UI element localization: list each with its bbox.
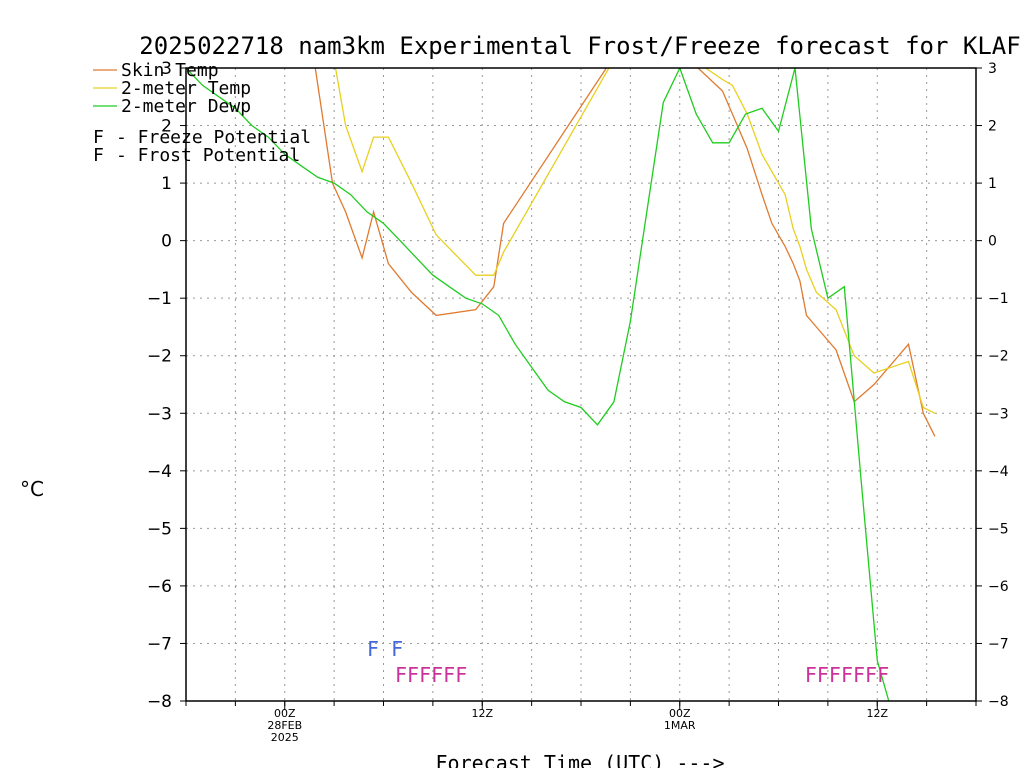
- y-tick-label-right: 3: [988, 61, 997, 77]
- y-tick-label-left: −7: [147, 634, 172, 654]
- y-tick-label-right: 2: [988, 119, 997, 135]
- potential-letter: F: [93, 145, 104, 166]
- freeze-flag-text: FFFFFF: [395, 663, 467, 687]
- y-tick-label-left: −8: [147, 692, 172, 712]
- series-line-2-meter-temp: [334, 68, 936, 414]
- x-tick-label: 12Z: [471, 707, 493, 720]
- potential-label: - Frost Potential: [116, 145, 300, 166]
- y-tick-label-right: −1: [988, 291, 1009, 307]
- series-line-skin-temp: [314, 68, 936, 437]
- legend-label: Skin Temp: [121, 60, 219, 81]
- y-axis-label: °C: [20, 477, 44, 501]
- gridlines: [186, 68, 976, 701]
- y-tick-label-left: −2: [147, 347, 172, 367]
- y-tick-label-left: −6: [147, 577, 172, 597]
- x-tick-label: 00Z: [274, 707, 296, 720]
- y-tick-label-right: −4: [988, 464, 1009, 480]
- y-tick-label-left: 0: [161, 232, 172, 252]
- x-axis-label: Forecast Time (UTC) --->: [436, 751, 725, 768]
- chart-title: 2025022718 nam3km Experimental Frost/Fre…: [139, 32, 1020, 60]
- x-tick-label: 1MAR: [664, 719, 696, 732]
- y-tick-label-left: −3: [147, 404, 172, 424]
- y-tick-label-right: −7: [988, 636, 1009, 652]
- y-tick-label-right: −5: [988, 521, 1009, 537]
- y-tick-label-right: 0: [988, 234, 997, 250]
- y-tick-label-right: −6: [988, 579, 1009, 595]
- y-tick-label-right: −2: [988, 349, 1009, 365]
- x-tick-label: 12Z: [866, 707, 888, 720]
- potential-flags: F FFFFFFFFFFFFFFFFFFFFFFF: [367, 637, 889, 687]
- y-tick-label-left: −1: [147, 289, 172, 309]
- y-tick-label-left: 2: [161, 117, 172, 137]
- x-tick-label: 2025: [271, 731, 299, 744]
- y-tick-label-right: 1: [988, 176, 997, 192]
- y-tick-label-left: −4: [147, 462, 172, 482]
- series-line-2-meter-dewp: [186, 68, 890, 701]
- y-tick-label-right: −8: [988, 694, 1009, 710]
- series-lines: [186, 68, 936, 701]
- y-tick-label-left: −5: [147, 519, 172, 539]
- y-tick-label-right: −3: [988, 406, 1009, 422]
- axis-ticks: −8 −8 −7 −7 −6 −6 −5 −5 −4 −4 −3 −3 −2 −2 −1 −1 0 0 1 1 2 2 3 3…: [147, 59, 1009, 744]
- freeze-flag-text: FFFFFFF: [805, 663, 889, 687]
- y-tick-label-left: 1: [161, 174, 172, 194]
- frost-flag-text: F F: [367, 637, 403, 661]
- y-tick-label-left: 3: [161, 59, 172, 79]
- plot-frame: [185, 67, 977, 702]
- potential-label: - Freeze Potential: [116, 127, 311, 148]
- x-tick-label: 28FEB: [267, 719, 302, 732]
- potential-letter: F: [93, 127, 104, 148]
- x-tick-label: 00Z: [669, 707, 691, 720]
